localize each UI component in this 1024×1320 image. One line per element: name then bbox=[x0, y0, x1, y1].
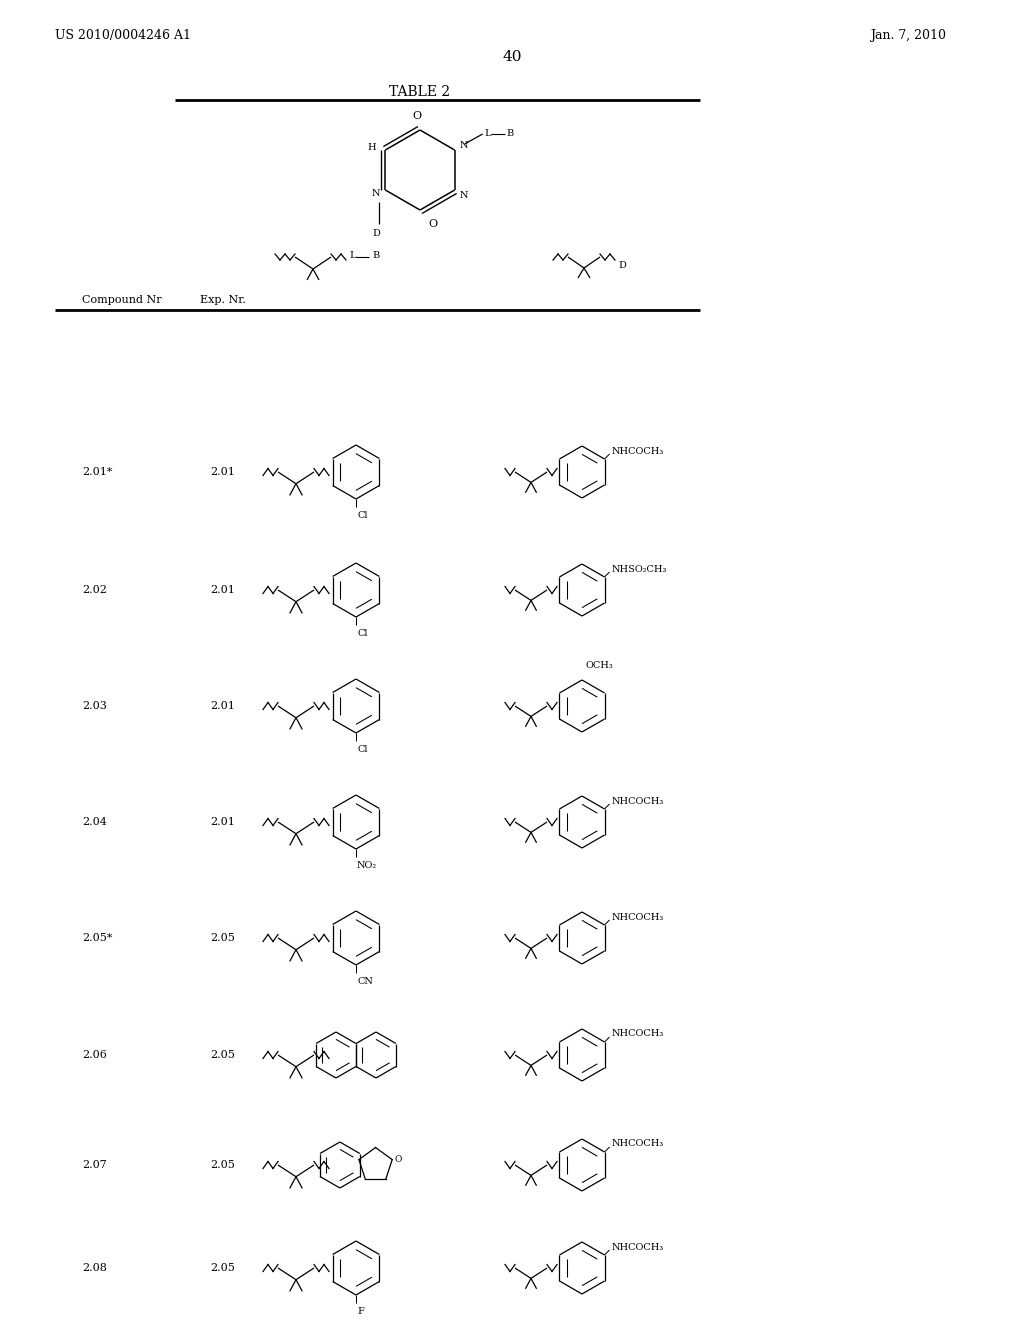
Text: 2.05: 2.05 bbox=[210, 1049, 234, 1060]
Text: N: N bbox=[460, 190, 468, 199]
Text: 2.01: 2.01 bbox=[210, 585, 234, 595]
Text: CN: CN bbox=[357, 978, 373, 986]
Text: O: O bbox=[428, 219, 437, 228]
Text: 2.08: 2.08 bbox=[82, 1263, 106, 1272]
Text: 2.01: 2.01 bbox=[210, 817, 234, 828]
Text: H: H bbox=[367, 144, 376, 153]
Text: Cl: Cl bbox=[357, 746, 368, 755]
Text: NHCOCH₃: NHCOCH₃ bbox=[611, 912, 664, 921]
Text: 2.07: 2.07 bbox=[82, 1160, 106, 1170]
Text: TABLE 2: TABLE 2 bbox=[389, 84, 451, 99]
Text: L: L bbox=[484, 128, 492, 137]
Text: B: B bbox=[507, 128, 514, 137]
Text: US 2010/0004246 A1: US 2010/0004246 A1 bbox=[55, 29, 191, 41]
Text: N: N bbox=[372, 190, 380, 198]
Text: 2.06: 2.06 bbox=[82, 1049, 106, 1060]
Text: N: N bbox=[460, 140, 468, 149]
Text: Jan. 7, 2010: Jan. 7, 2010 bbox=[870, 29, 946, 41]
Text: NHSO₂CH₃: NHSO₂CH₃ bbox=[611, 565, 667, 573]
Text: Exp. Nr.: Exp. Nr. bbox=[200, 294, 246, 305]
Text: Cl: Cl bbox=[357, 630, 368, 639]
Text: 2.05: 2.05 bbox=[210, 1160, 234, 1170]
Text: 2.01: 2.01 bbox=[210, 467, 234, 477]
Text: NHCOCH₃: NHCOCH₃ bbox=[611, 796, 664, 805]
Text: OCH₃: OCH₃ bbox=[585, 661, 612, 671]
Text: NO₂: NO₂ bbox=[357, 862, 377, 870]
Text: D: D bbox=[618, 260, 626, 269]
Text: 2.02: 2.02 bbox=[82, 585, 106, 595]
Text: 2.01: 2.01 bbox=[210, 701, 234, 711]
Text: NHCOCH₃: NHCOCH₃ bbox=[611, 1030, 664, 1039]
Text: NHCOCH₃: NHCOCH₃ bbox=[611, 446, 664, 455]
Text: B: B bbox=[372, 252, 379, 260]
Text: NHCOCH₃: NHCOCH₃ bbox=[611, 1242, 664, 1251]
Text: 2.04: 2.04 bbox=[82, 817, 106, 828]
Text: 2.01*: 2.01* bbox=[82, 467, 113, 477]
Text: L: L bbox=[349, 252, 355, 260]
Text: D: D bbox=[373, 230, 380, 239]
Text: 40: 40 bbox=[502, 50, 522, 63]
Text: Compound Nr: Compound Nr bbox=[82, 294, 162, 305]
Text: NHCOCH₃: NHCOCH₃ bbox=[611, 1139, 664, 1148]
Text: 2.05: 2.05 bbox=[210, 1263, 234, 1272]
Text: 2.03: 2.03 bbox=[82, 701, 106, 711]
Text: Cl: Cl bbox=[357, 511, 368, 520]
Text: O: O bbox=[394, 1155, 401, 1163]
Text: 2.05*: 2.05* bbox=[82, 933, 113, 942]
Text: O: O bbox=[413, 111, 422, 121]
Text: 2.05: 2.05 bbox=[210, 933, 234, 942]
Text: F: F bbox=[357, 1308, 364, 1316]
